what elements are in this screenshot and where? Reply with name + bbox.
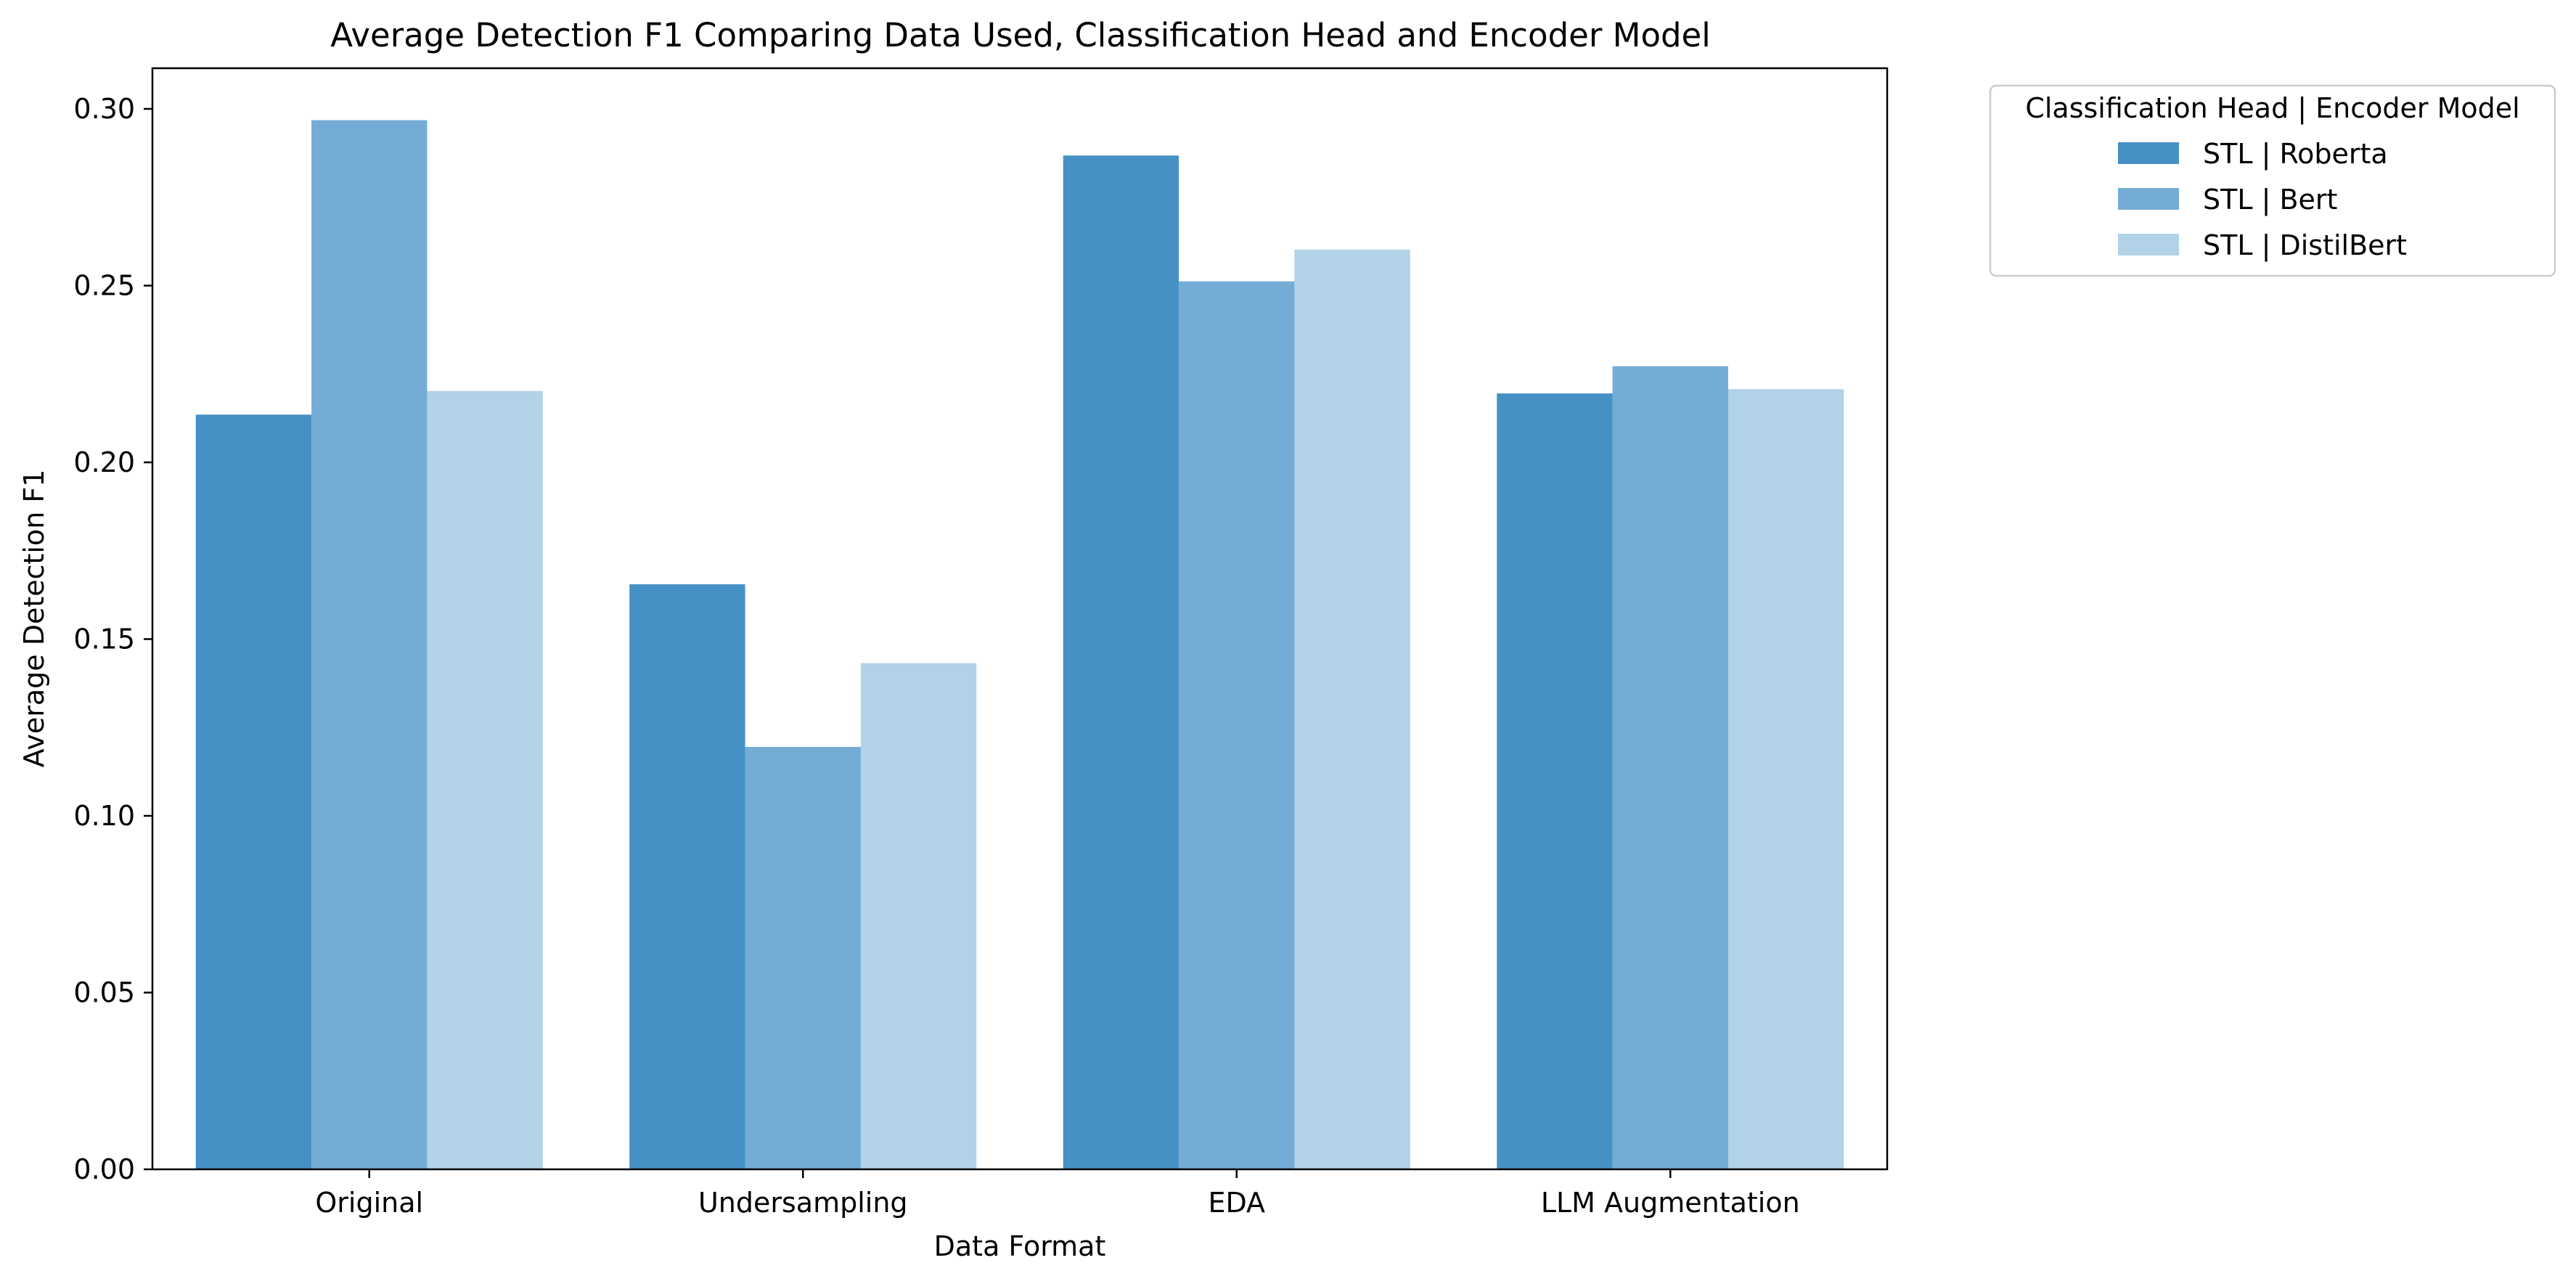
legend: Classification Head | Encoder Model STL … bbox=[1989, 84, 2556, 277]
bar-llm-augmentation-series-2 bbox=[1612, 366, 1728, 1169]
legend-frame bbox=[1989, 84, 2556, 277]
x-axis-label: Data Format bbox=[934, 1230, 1106, 1262]
y-axis-label: Average Detection F1 bbox=[18, 470, 50, 768]
x-tick-label: Undersampling bbox=[698, 1187, 908, 1219]
x-tick-label: Original bbox=[315, 1187, 423, 1219]
bar-undersampling-series-2 bbox=[745, 747, 861, 1169]
bar-undersampling-series-1 bbox=[629, 584, 745, 1169]
y-tick-label: 0.30 bbox=[73, 93, 135, 125]
legend-swatch-2 bbox=[2118, 188, 2179, 210]
y-axis: 0.00 0.05 0.10 0.15 0.20 0.25 0.30 bbox=[73, 93, 152, 1185]
y-tick-label: 0.25 bbox=[73, 270, 135, 302]
x-tick-label: LLM Augmentation bbox=[1541, 1187, 1800, 1219]
legend-label-1: STL | Roberta bbox=[2203, 138, 2388, 171]
legend-title: Classification Head | Encoder Model bbox=[2025, 92, 2519, 125]
legend-swatch-1 bbox=[2118, 142, 2179, 164]
y-tick-label: 0.20 bbox=[73, 446, 135, 478]
legend-swatch-3 bbox=[2118, 234, 2179, 255]
plot-frame bbox=[151, 67, 1889, 1171]
bar-original-series-1 bbox=[195, 414, 312, 1169]
y-tick-label: 0.15 bbox=[73, 623, 135, 655]
legend-items: STL | Roberta STL | Bert STL | DistilBert bbox=[2118, 138, 2407, 262]
x-axis: Original Undersampling EDA LLM Augmentation bbox=[315, 1169, 1800, 1219]
bar-original-series-2 bbox=[311, 120, 428, 1170]
chart-title: Average Detection F1 Comparing Data Used… bbox=[330, 16, 1711, 54]
bar-eda-series-1 bbox=[1063, 155, 1179, 1170]
legend-label-3: STL | DistilBert bbox=[2203, 229, 2407, 262]
y-tick-label: 0.10 bbox=[73, 800, 135, 832]
legend-label-2: STL | Bert bbox=[2203, 184, 2337, 216]
bar-llm-augmentation-series-1 bbox=[1497, 393, 1613, 1169]
bar-original-series-3 bbox=[427, 390, 543, 1169]
bars-group bbox=[195, 120, 1844, 1170]
bar-undersampling-series-3 bbox=[860, 663, 977, 1169]
bar-llm-augmentation-series-3 bbox=[1727, 389, 1844, 1169]
y-tick-label: 0.00 bbox=[73, 1153, 135, 1185]
x-tick-label: EDA bbox=[1208, 1187, 1265, 1219]
bar-eda-series-2 bbox=[1179, 281, 1295, 1169]
bar-eda-series-3 bbox=[1294, 249, 1410, 1169]
y-tick-label: 0.05 bbox=[73, 977, 135, 1009]
